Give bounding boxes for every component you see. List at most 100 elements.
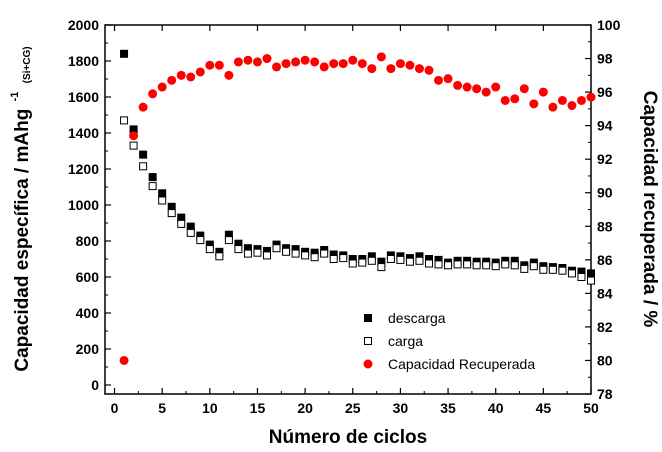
carga-point (282, 247, 291, 256)
capacidad-recuperada-point (462, 82, 472, 92)
carga-point (253, 248, 262, 257)
capacidad-recuperada-point (500, 95, 510, 105)
descarga-point (186, 222, 195, 231)
capacidad-recuperada-point (214, 60, 224, 70)
carga-point (148, 182, 157, 191)
capacidad-recuperada-point (138, 102, 148, 112)
right-y-tick-label: 88 (597, 218, 613, 234)
carga-point (405, 257, 414, 266)
descarga-point (348, 255, 357, 263)
capacidad-recuperada-point (386, 64, 396, 74)
left-y-axis-title-sub: (Si+CG) (22, 46, 33, 83)
right-y-tick-label: 82 (597, 319, 613, 335)
carga-point (501, 260, 510, 269)
descarga-point (587, 269, 595, 278)
left-y-tick-label: 2000 (68, 17, 99, 33)
carga-point (463, 260, 472, 269)
capacidad-recuperada-point (157, 82, 167, 92)
right-y-axis-ticks: 78 80 82 84 86 88 90 92 94 96 98 100 (585, 17, 621, 402)
carga-point (577, 273, 586, 281)
capacidad-recuperada-point (281, 59, 291, 69)
right-y-tick-label: 100 (597, 17, 621, 33)
carga-point (453, 260, 462, 269)
data-marks (119, 49, 596, 365)
x-tick-label: 20 (297, 400, 313, 416)
capacidad-recuperada-point (119, 355, 129, 365)
carga-point (224, 236, 233, 245)
left-y-axis-title: Capacidad específica / mAhg -1 (Si+CG) (9, 46, 33, 371)
carga-point (339, 254, 348, 263)
left-y-tick-label: 1800 (68, 53, 99, 69)
carga-point (587, 276, 595, 285)
carga-point (186, 228, 195, 237)
capacidad-recuperada-point (481, 87, 491, 97)
series-0 (120, 49, 595, 278)
right-y-tick-label: 94 (597, 118, 613, 134)
capacidad-recuperada-point (195, 67, 205, 77)
right-y-tick-label: 80 (597, 352, 613, 368)
capacidad-recuperada-point (233, 57, 243, 67)
left-y-tick-label: 1200 (68, 161, 99, 177)
carga-point (567, 269, 576, 278)
left-y-tick-label: 1000 (68, 197, 99, 213)
carga-point (539, 265, 548, 274)
capacidad-recuperada-point (576, 95, 586, 105)
capacidad-recuperada-point (548, 102, 558, 112)
descarga-point (120, 49, 129, 58)
legend-label: Capacidad Recuperada (388, 356, 535, 372)
descarga-point (510, 256, 519, 265)
right-y-tick-label: 96 (597, 84, 613, 100)
left-y-axis-title-sup: -1 (9, 92, 21, 102)
carga-point (491, 262, 500, 271)
descarga-point (291, 245, 300, 254)
carga-point (396, 255, 405, 264)
capacidad-recuperada-point (424, 65, 434, 75)
right-y-tick-label: 98 (597, 51, 613, 67)
carga-point (310, 253, 319, 262)
carga-point (234, 245, 243, 254)
carga-point (196, 236, 205, 245)
descarga-point (224, 230, 233, 239)
capacidad-recuperada-point (586, 92, 596, 102)
carga-point (367, 256, 376, 265)
carga-point (329, 255, 338, 263)
descarga-point (177, 213, 186, 222)
legend-label: carga (388, 333, 423, 349)
descarga-point (243, 244, 252, 253)
capacidad-recuperada-point (567, 101, 577, 111)
capacidad-recuperada-point (329, 59, 339, 69)
carga-point (139, 162, 148, 171)
capacidad-recuperada-point (291, 57, 301, 67)
carga-point (205, 245, 214, 254)
carga-point (482, 261, 491, 270)
x-tick-label: 5 (158, 400, 166, 416)
capacidad-recuperada-point (472, 84, 482, 94)
descarga-point (577, 267, 586, 276)
capacidad-recuperada-point (510, 94, 520, 104)
x-tick-label: 25 (345, 400, 361, 416)
descarga-point (415, 252, 424, 261)
descarga-point (377, 257, 386, 266)
carga-point (529, 262, 538, 271)
descarga-point (234, 239, 243, 248)
descarga-point (148, 173, 157, 182)
carga-point (291, 249, 300, 258)
capacidad-recuperada-point (414, 64, 424, 74)
capacidad-recuperada-point (367, 64, 377, 74)
carga-point (301, 251, 310, 260)
x-axis-ticks: 0 5 10 15 20 25 30 35 40 45 50 (111, 25, 599, 416)
descarga-point (367, 252, 376, 261)
series-2 (119, 52, 596, 365)
carga-point (263, 251, 271, 260)
descarga-point (425, 255, 433, 263)
capacidad-recuperada-point (310, 57, 320, 67)
capacidad-recuperada-point (538, 87, 548, 97)
carga-point (177, 219, 186, 228)
carga-point (243, 249, 252, 258)
capacidad-recuperada-point (205, 60, 215, 70)
carga-point (320, 249, 329, 258)
capacidad-recuperada-point (148, 89, 158, 99)
descarga-point (158, 189, 167, 198)
left-y-tick-label: 400 (76, 305, 100, 321)
plot-frame (104, 24, 592, 395)
